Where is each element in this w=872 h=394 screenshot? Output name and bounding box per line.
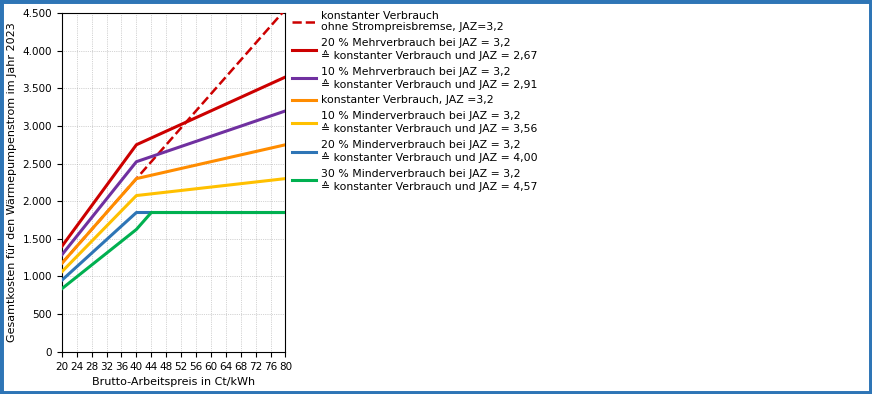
Legend: konstanter Verbrauch
ohne Strompreisbremse, JAZ=3,2, 20 % Mehrverbrauch bei JAZ : konstanter Verbrauch ohne Strompreisbrem… (288, 6, 542, 196)
X-axis label: Brutto-Arbeitspreis in Ct/kWh: Brutto-Arbeitspreis in Ct/kWh (92, 377, 255, 387)
Y-axis label: Gesamtkosten für den Wärmepumpenstrom im Jahr 2023: Gesamtkosten für den Wärmepumpenstrom im… (7, 22, 17, 342)
